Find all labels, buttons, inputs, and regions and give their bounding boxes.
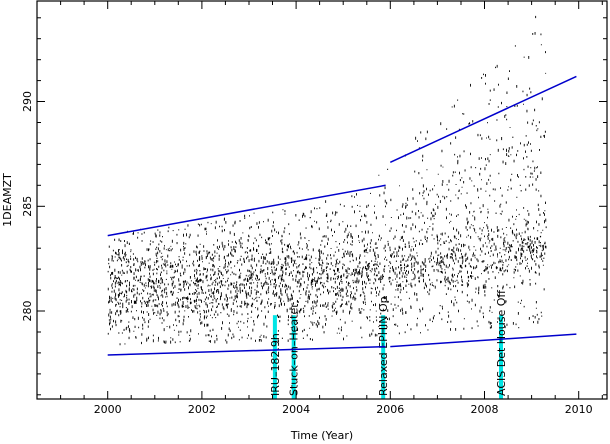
x-tick-label: 2006 <box>376 403 404 416</box>
x-axis-label: Time (Year) <box>290 429 353 442</box>
event-label: IRU–182.9h <box>269 333 282 396</box>
data-point-cloud <box>107 15 547 346</box>
trend-lines <box>107 75 577 356</box>
x-tick-label: 2004 <box>282 403 310 416</box>
y-tick-label: 280 <box>21 301 34 322</box>
plot-frame <box>36 0 608 400</box>
x-tick-label: 2010 <box>565 403 593 416</box>
trend-line <box>107 184 386 237</box>
axes: 2000 2002 2004 2006 2008 2010 280 285 290 <box>21 1 607 416</box>
trend-line <box>389 75 577 163</box>
y-tick-label: 285 <box>21 196 34 217</box>
data-points <box>107 15 547 346</box>
event-label: ACIS Det House Off <box>495 290 508 396</box>
event-marker <box>499 315 503 399</box>
event-marker <box>272 315 277 399</box>
x-tick-label: 2000 <box>94 403 122 416</box>
trend-line <box>107 345 386 356</box>
x-tick-label: 2002 <box>188 403 216 416</box>
y-tick-label: 290 <box>21 91 34 112</box>
trend-line <box>390 333 577 348</box>
x-tick-label: 2008 <box>471 403 499 416</box>
event-marker <box>381 315 386 399</box>
y-axis-label: 1DEAMZT <box>1 173 14 227</box>
event-marker <box>291 315 296 399</box>
